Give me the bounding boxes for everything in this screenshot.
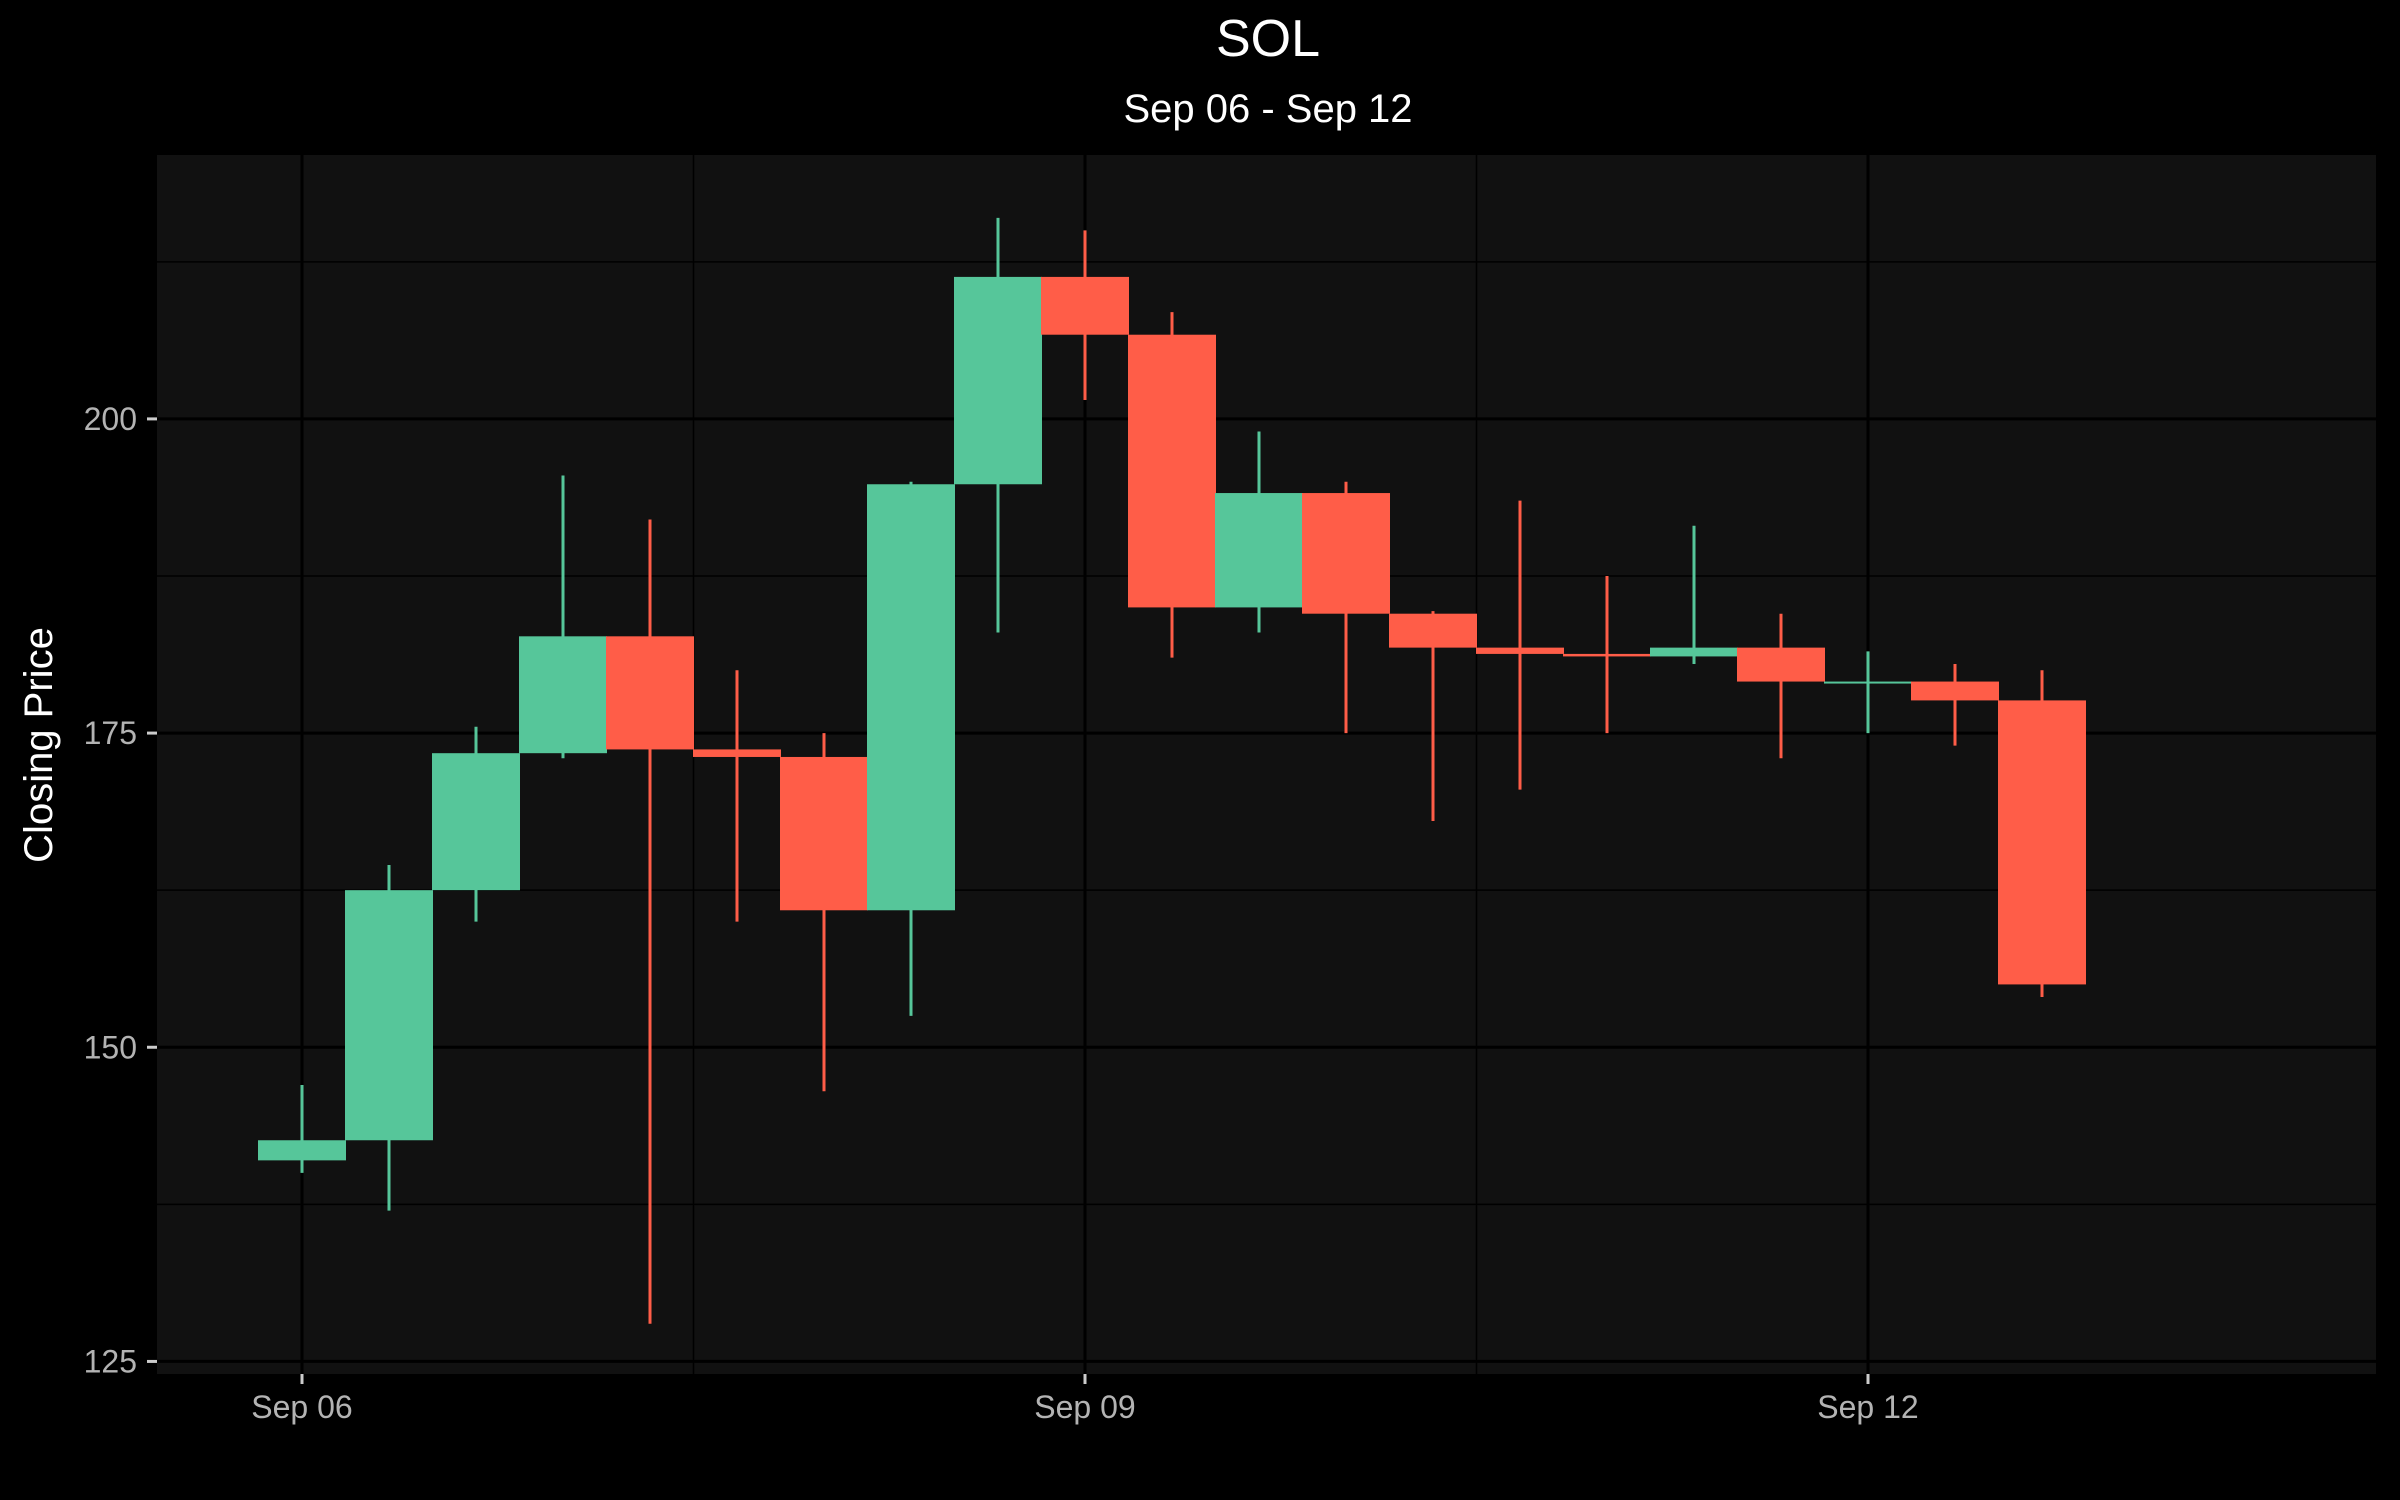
candles (258, 217, 2086, 1324)
candle-body (867, 484, 955, 911)
y-tick-label: 200 (84, 401, 137, 437)
x-tick-label: Sep 09 (1034, 1389, 1135, 1425)
candle-body (1041, 276, 1129, 335)
x-axis: Sep 06 Sep 09 Sep 12 (251, 1374, 1919, 1425)
y-tick-label: 175 (84, 715, 137, 751)
candle (1737, 613, 1825, 759)
candle (1476, 500, 1564, 790)
candle-body (1998, 700, 2086, 985)
candle-body (1215, 493, 1303, 608)
candle (432, 726, 520, 922)
candle (954, 217, 1042, 633)
candle-body (432, 753, 520, 891)
candle-body (1824, 681, 1912, 684)
chart-title: SOL (1216, 10, 1320, 68)
candle-body (1563, 653, 1651, 657)
candle-body (1650, 647, 1738, 657)
candle-body (345, 890, 433, 1141)
y-axis: 125 150 175 200 (84, 401, 157, 1379)
candle (1563, 575, 1651, 734)
candle (1998, 670, 2086, 997)
candle (1302, 481, 1390, 734)
candle-body (1737, 647, 1825, 682)
candle (1650, 525, 1738, 664)
candle-body (1302, 493, 1390, 614)
x-tick-label: Sep 12 (1817, 1389, 1918, 1425)
candle-body (1389, 613, 1477, 648)
candle-body (954, 276, 1042, 485)
candle (1824, 651, 1912, 734)
candle (519, 475, 607, 759)
candle (1911, 663, 1999, 746)
candle (867, 481, 955, 1016)
candle-body (1911, 681, 1999, 701)
candle-body (258, 1140, 346, 1161)
candle (1389, 611, 1477, 822)
y-tick-label: 125 (84, 1343, 137, 1379)
candle-body (1476, 647, 1564, 654)
candle (1041, 230, 1129, 401)
candle-body (519, 636, 607, 754)
x-tick-label: Sep 06 (251, 1389, 352, 1425)
y-axis-label: Closing Price (17, 627, 61, 863)
candle (1128, 312, 1216, 658)
candle (606, 519, 694, 1324)
candle (780, 733, 868, 1092)
y-tick-label: 150 (84, 1029, 137, 1065)
candle (1215, 431, 1303, 633)
candle (345, 865, 433, 1211)
candle (693, 670, 781, 922)
candle-body (1128, 334, 1216, 608)
candle-body (693, 749, 781, 757)
candle-body (606, 636, 694, 750)
candle-body (780, 756, 868, 911)
chart-subtitle: Sep 06 - Sep 12 (1123, 87, 1412, 131)
candle (258, 1084, 346, 1173)
